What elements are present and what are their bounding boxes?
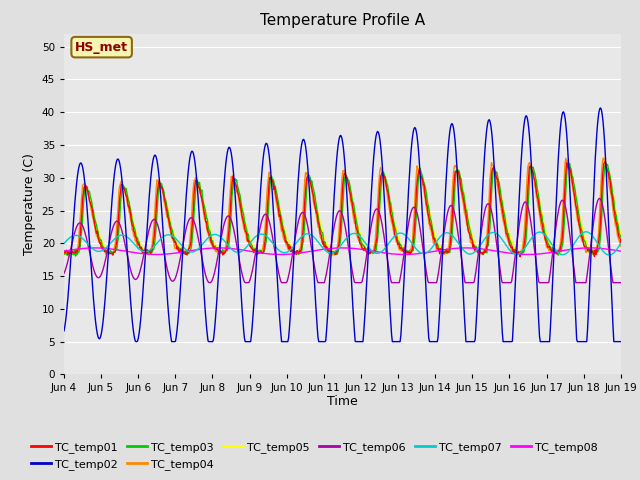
TC_temp07 bbox=[60, 240, 68, 246]
TC_temp03 bbox=[60, 251, 68, 256]
TC_temp04 bbox=[185, 245, 193, 251]
TC_temp08 bbox=[215, 245, 223, 251]
TC_temp06 bbox=[214, 252, 222, 258]
TC_temp01 bbox=[602, 159, 609, 165]
TC_temp02 bbox=[132, 339, 140, 345]
Line: TC_temp05: TC_temp05 bbox=[64, 162, 621, 255]
TC_temp08 bbox=[70, 247, 78, 252]
TC_temp02 bbox=[617, 339, 625, 345]
TC_temp08 bbox=[91, 245, 99, 251]
TC_temp08 bbox=[412, 251, 419, 257]
Line: TC_temp04: TC_temp04 bbox=[64, 158, 621, 257]
TC_temp06 bbox=[127, 270, 135, 276]
TC_temp06 bbox=[617, 280, 625, 286]
TC_temp08 bbox=[60, 248, 68, 254]
TC_temp05 bbox=[214, 245, 221, 251]
TC_temp02 bbox=[60, 328, 68, 334]
TC_temp07 bbox=[617, 240, 625, 246]
TC_temp04 bbox=[600, 155, 607, 161]
Line: TC_temp07: TC_temp07 bbox=[64, 232, 621, 255]
TC_temp04 bbox=[60, 250, 68, 256]
TC_temp03 bbox=[128, 218, 136, 224]
TC_temp02 bbox=[411, 125, 419, 131]
TC_temp03 bbox=[411, 236, 419, 241]
TC_temp03 bbox=[428, 218, 435, 224]
TC_temp05 bbox=[564, 159, 572, 165]
TC_temp07 bbox=[582, 229, 590, 235]
Title: Temperature Profile A: Temperature Profile A bbox=[260, 13, 425, 28]
TC_temp07 bbox=[410, 243, 418, 249]
TC_temp06 bbox=[428, 280, 435, 286]
Line: TC_temp08: TC_temp08 bbox=[64, 248, 621, 254]
TC_temp05 bbox=[617, 231, 625, 237]
TC_temp03 bbox=[70, 252, 78, 257]
TC_temp07 bbox=[127, 238, 135, 244]
TC_temp01 bbox=[214, 245, 221, 251]
TC_temp01 bbox=[60, 248, 68, 254]
TC_temp05 bbox=[426, 211, 434, 216]
TC_temp03 bbox=[72, 253, 79, 259]
TC_temp04 bbox=[128, 227, 136, 233]
TC_temp06 bbox=[60, 270, 68, 276]
TC_temp02 bbox=[127, 308, 135, 314]
TC_temp01 bbox=[70, 250, 78, 256]
TC_temp07 bbox=[605, 252, 613, 258]
TC_temp04 bbox=[214, 250, 222, 256]
TC_temp02 bbox=[428, 339, 435, 345]
TC_temp06 bbox=[411, 205, 419, 211]
TC_temp05 bbox=[70, 252, 78, 257]
TC_temp01 bbox=[516, 254, 524, 260]
TC_temp01 bbox=[410, 231, 418, 237]
TC_temp06 bbox=[205, 280, 213, 286]
TC_temp02 bbox=[597, 105, 605, 111]
TC_temp05 bbox=[60, 252, 68, 257]
TC_temp05 bbox=[479, 252, 487, 258]
Line: TC_temp01: TC_temp01 bbox=[64, 162, 621, 257]
TC_temp07 bbox=[70, 233, 78, 239]
TC_temp08 bbox=[128, 249, 136, 255]
TC_temp03 bbox=[185, 251, 193, 257]
TC_temp07 bbox=[214, 232, 221, 238]
X-axis label: Time: Time bbox=[327, 395, 358, 408]
TC_temp05 bbox=[184, 249, 192, 255]
TC_temp04 bbox=[65, 254, 72, 260]
TC_temp07 bbox=[184, 248, 192, 254]
TC_temp08 bbox=[428, 249, 436, 254]
Line: TC_temp02: TC_temp02 bbox=[64, 108, 621, 342]
TC_temp06 bbox=[595, 196, 603, 202]
Text: HS_met: HS_met bbox=[75, 41, 128, 54]
TC_temp04 bbox=[428, 228, 435, 233]
TC_temp05 bbox=[127, 211, 135, 216]
TC_temp05 bbox=[410, 237, 418, 243]
TC_temp04 bbox=[411, 197, 419, 203]
TC_temp02 bbox=[70, 210, 78, 216]
TC_temp01 bbox=[617, 240, 625, 246]
TC_temp08 bbox=[617, 248, 625, 254]
TC_temp03 bbox=[602, 161, 610, 167]
TC_temp03 bbox=[617, 234, 625, 240]
Legend: TC_temp01, TC_temp02, TC_temp03, TC_temp04, TC_temp05, TC_temp06, TC_temp07, TC_: TC_temp01, TC_temp02, TC_temp03, TC_temp… bbox=[26, 438, 603, 474]
TC_temp06 bbox=[70, 232, 78, 238]
TC_temp03 bbox=[214, 248, 222, 254]
TC_temp06 bbox=[184, 220, 192, 226]
TC_temp02 bbox=[185, 164, 193, 170]
Line: TC_temp03: TC_temp03 bbox=[64, 164, 621, 256]
TC_temp08 bbox=[186, 248, 193, 254]
TC_temp04 bbox=[71, 250, 79, 256]
Line: TC_temp06: TC_temp06 bbox=[64, 199, 621, 283]
TC_temp04 bbox=[617, 243, 625, 249]
TC_temp02 bbox=[214, 277, 222, 283]
TC_temp08 bbox=[153, 252, 161, 257]
TC_temp01 bbox=[184, 250, 192, 256]
TC_temp07 bbox=[426, 247, 434, 252]
TC_temp01 bbox=[426, 222, 434, 228]
Y-axis label: Temperature (C): Temperature (C) bbox=[23, 153, 36, 255]
TC_temp01 bbox=[127, 217, 135, 223]
